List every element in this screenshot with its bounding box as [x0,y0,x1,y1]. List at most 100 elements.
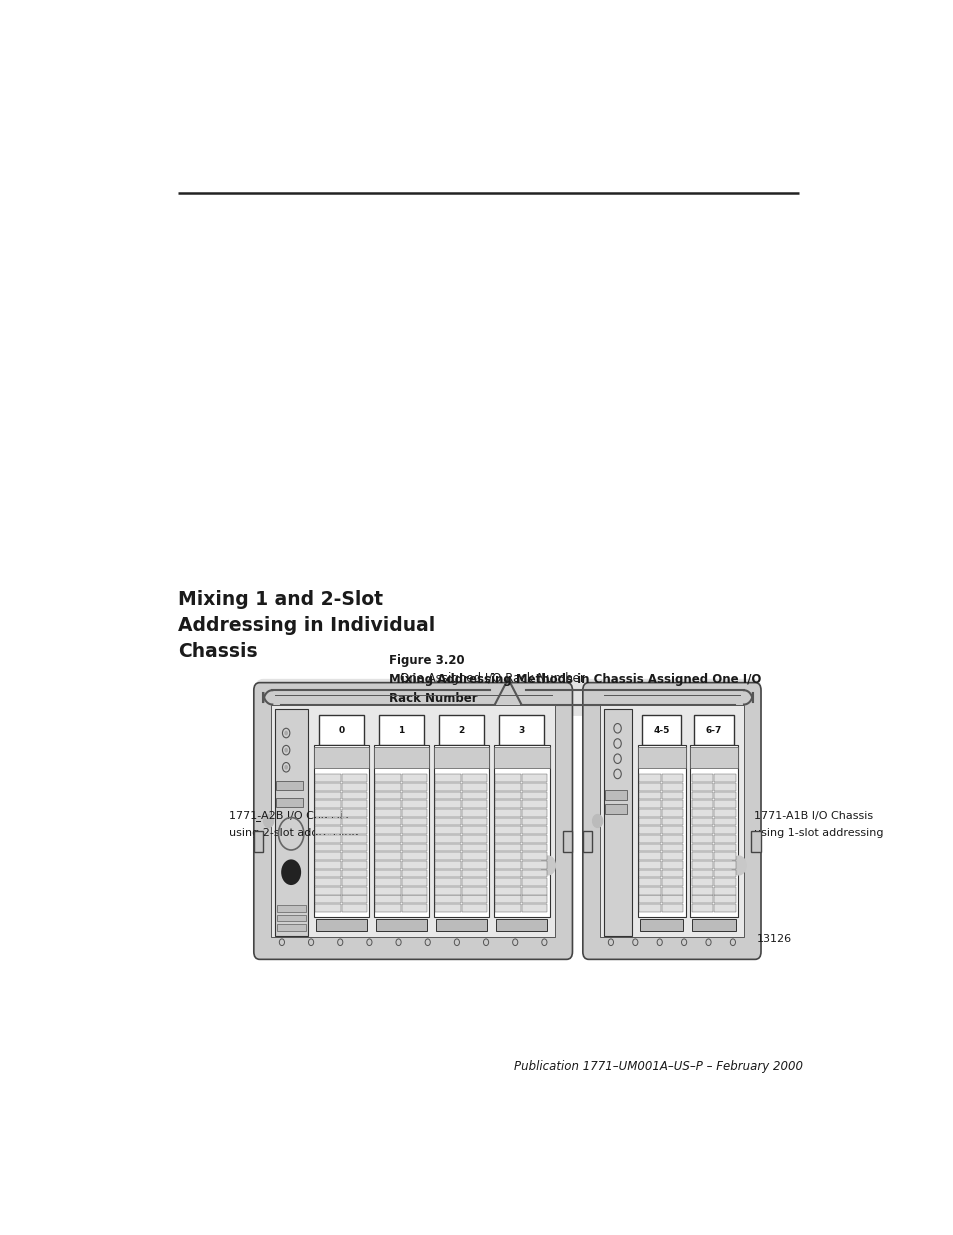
Bar [691,861,713,868]
Bar [435,800,460,808]
Bar [461,774,487,782]
Bar [401,800,427,808]
Text: 4-5: 4-5 [653,726,669,735]
Bar [641,715,680,746]
Text: 1771-A2B I/O Chassis: 1771-A2B I/O Chassis [229,811,348,821]
Bar [314,783,340,790]
Bar [461,869,487,877]
Bar [275,781,302,790]
Bar [660,878,682,885]
Bar [495,869,520,877]
Bar [314,809,340,816]
Bar [401,904,427,911]
Bar [660,835,682,842]
Bar [375,774,400,782]
Bar [341,887,367,894]
Bar [435,895,460,903]
Bar [691,887,713,894]
Bar [639,852,660,860]
Bar [495,878,520,885]
Bar [660,844,682,851]
Bar [401,826,427,834]
Bar [713,869,735,877]
Bar [435,826,460,834]
Bar [713,895,735,903]
Bar [639,861,660,868]
Bar [691,835,713,842]
Bar [692,919,735,931]
Bar [276,924,305,931]
Bar [401,774,427,782]
Bar [435,852,460,860]
Bar [435,783,460,790]
Bar [375,800,400,808]
Bar [314,852,340,860]
Bar [375,904,400,911]
Bar [401,852,427,860]
Bar [495,818,520,825]
Bar [401,783,427,790]
Bar [461,818,487,825]
Bar [713,826,735,834]
Bar [691,904,713,911]
Bar [495,800,520,808]
Bar [691,783,713,790]
Bar [521,869,547,877]
Bar [599,704,743,937]
Bar [435,887,460,894]
Bar [401,835,427,842]
Bar [436,919,487,931]
Text: Mixing Addressing Methods in Chassis Assigned One I/O: Mixing Addressing Methods in Chassis Ass… [389,673,760,687]
Bar [521,835,547,842]
Bar [341,809,367,816]
FancyBboxPatch shape [582,683,760,960]
Bar [435,904,460,911]
Bar [521,800,547,808]
Circle shape [284,747,288,752]
Bar [461,826,487,834]
Circle shape [281,860,301,885]
Bar [495,792,520,799]
Bar [341,861,367,868]
Bar [314,746,369,916]
Bar [691,878,713,885]
Bar [660,792,682,799]
Text: Figure 3.20: Figure 3.20 [389,655,464,667]
Bar [314,774,340,782]
Bar [639,919,682,931]
Circle shape [284,731,288,735]
Bar [521,826,547,834]
Bar [375,861,400,868]
Bar [694,715,733,746]
Bar [374,747,429,768]
Bar [435,861,460,868]
Bar [375,919,427,931]
Circle shape [540,856,555,874]
Bar [495,774,520,782]
Bar [461,783,487,790]
Bar [461,809,487,816]
Bar [498,715,544,746]
Bar [314,904,340,911]
Bar [691,800,713,808]
Bar [660,852,682,860]
Bar [271,704,555,937]
Bar [660,818,682,825]
Bar [639,895,660,903]
Bar [341,869,367,877]
Bar [713,818,735,825]
FancyBboxPatch shape [253,683,572,960]
Bar [375,887,400,894]
Text: 1: 1 [398,726,404,735]
Bar [691,792,713,799]
Bar [401,809,427,816]
Bar [713,878,735,885]
Bar [276,915,305,921]
Text: 0: 0 [338,726,344,735]
Bar [461,895,487,903]
Bar [691,818,713,825]
Bar [691,774,713,782]
Bar [521,904,547,911]
Bar [401,869,427,877]
Bar [401,818,427,825]
